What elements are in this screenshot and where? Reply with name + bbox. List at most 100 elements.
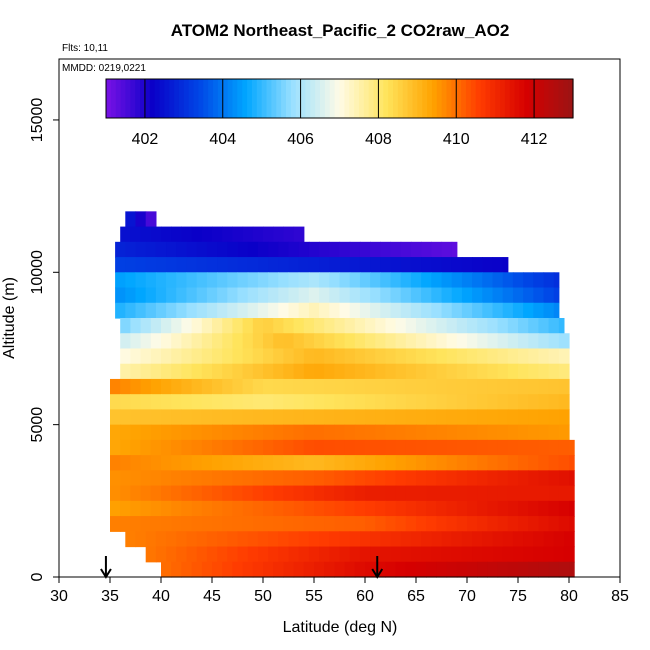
heatmap-cell (421, 302, 432, 319)
heatmap-cell (390, 531, 402, 548)
heatmap-cell (242, 500, 254, 517)
heatmap-cell (528, 378, 539, 395)
heatmap-cell (334, 470, 346, 487)
heatmap-cell (482, 302, 494, 319)
heatmap-cell (533, 302, 545, 319)
heatmap-cell (201, 561, 213, 578)
heatmap-cell (431, 241, 443, 258)
heatmap-cell (359, 257, 371, 273)
heatmap-cell (171, 348, 182, 365)
heatmap-cell (166, 287, 177, 304)
heatmap-cell (268, 546, 279, 563)
heatmap-cell (232, 470, 244, 487)
heatmap-cell (349, 287, 361, 304)
colorbar-swatch (198, 79, 204, 118)
heatmap-cell (354, 409, 366, 426)
heatmap-cell (161, 485, 172, 502)
heatmap-cell (477, 455, 488, 471)
heatmap-cell (237, 531, 249, 548)
heatmap-cell (212, 455, 223, 471)
heatmap-cell (410, 302, 422, 319)
colorbar-swatch (393, 79, 399, 118)
heatmap-cell (385, 516, 397, 532)
heatmap-cell (334, 378, 346, 395)
heatmap-cell (518, 455, 529, 471)
heatmap-cell (298, 241, 310, 258)
heatmap-cell (461, 546, 473, 563)
heatmap-cell (553, 272, 560, 289)
heatmap-cell (441, 287, 453, 304)
heatmap-cell (110, 439, 121, 456)
heatmap-cell (446, 500, 458, 517)
heatmap-cell (477, 561, 488, 578)
heatmap-cell (288, 241, 300, 258)
heatmap-cell (140, 394, 152, 411)
heatmap-cell (395, 516, 407, 532)
heatmap-cell (232, 424, 244, 441)
heatmap-cell (176, 546, 188, 563)
heatmap-cell (548, 363, 560, 380)
heatmap-cell (171, 561, 182, 578)
heatmap-cell (283, 439, 295, 456)
heatmap-cell (380, 241, 392, 258)
heatmap-cell (314, 363, 325, 380)
heatmap-cell (548, 409, 560, 426)
heatmap-cell (385, 348, 397, 365)
heatmap-cell (293, 455, 305, 471)
heatmap-cell (278, 302, 290, 319)
heatmap-cell (492, 546, 504, 563)
heatmap-cell (477, 500, 488, 517)
x-tick-label: 75 (509, 588, 527, 605)
heatmap-cell (354, 439, 366, 456)
heatmap-cell (237, 287, 249, 304)
heatmap-cell (405, 394, 417, 411)
dates-annotation: MMDD: 0219,0221 (62, 63, 146, 74)
heatmap-cell (467, 348, 478, 365)
heatmap-cell (405, 516, 417, 532)
heatmap-cell (150, 348, 162, 365)
heatmap-cell (314, 348, 325, 365)
heatmap-cell (145, 287, 157, 304)
heatmap-cell (365, 378, 376, 395)
heatmap-cell (467, 363, 478, 380)
heatmap-cell (140, 363, 152, 380)
heatmap-cell (324, 439, 335, 456)
heatmap-cell (314, 409, 325, 426)
heatmap-cell (242, 348, 254, 365)
heatmap-cell (370, 272, 381, 289)
heatmap-cell (456, 394, 468, 411)
heatmap-cell (456, 470, 468, 487)
heatmap-cell (120, 348, 131, 365)
heatmap-cell (110, 470, 121, 487)
heatmap-cell (528, 333, 539, 350)
heatmap-cell (283, 333, 295, 350)
heatmap-cell (518, 378, 529, 395)
heatmap-cell (375, 485, 386, 502)
heatmap-cell (268, 272, 279, 289)
heatmap-cell (206, 531, 218, 548)
heatmap-cell (252, 470, 264, 487)
heatmap-cell (110, 378, 121, 395)
heatmap-cell (161, 318, 172, 334)
heatmap-cell (385, 394, 397, 411)
heatmap-cell (135, 257, 147, 273)
heatmap-cell (171, 500, 182, 517)
heatmap-cell (196, 302, 208, 319)
heatmap-cell (334, 424, 346, 441)
heatmap-cell (344, 561, 356, 578)
heatmap-cell (405, 363, 417, 380)
heatmap-cell (456, 455, 468, 471)
heatmap-cell (252, 318, 264, 334)
y-tick-label: 15000 (29, 98, 46, 143)
heatmap-cell (365, 485, 376, 502)
heatmap-cell (461, 272, 473, 289)
heatmap-cell (487, 318, 499, 334)
heatmap-cell (181, 455, 193, 471)
colorbar-swatch (509, 79, 516, 118)
heatmap-cell (461, 287, 473, 304)
heatmap-cell (558, 378, 570, 395)
heatmap-cell (191, 455, 203, 471)
heatmap-cell (349, 257, 361, 273)
heatmap-cell (349, 531, 361, 548)
heatmap-cell (436, 333, 448, 350)
